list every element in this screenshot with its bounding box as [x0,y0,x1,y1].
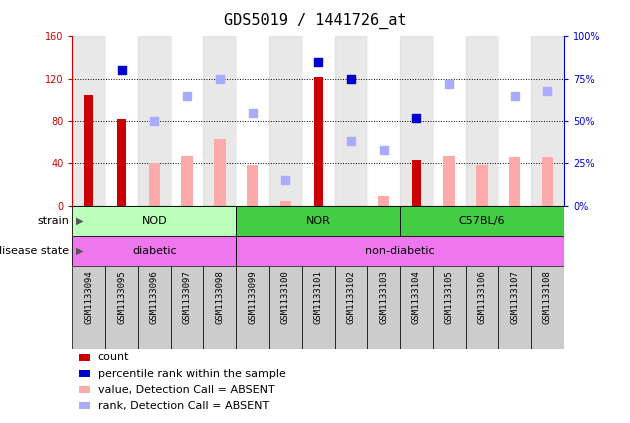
Bar [105,36,138,206]
Point [346,75,356,82]
Bar [433,266,466,349]
Text: non-diabetic: non-diabetic [365,246,435,256]
Text: GSM1133108: GSM1133108 [543,271,552,324]
Point [280,177,290,184]
Bar [367,36,400,206]
Point [149,118,159,124]
Text: count: count [98,352,129,363]
Bar [72,206,236,236]
Point [542,87,553,94]
Bar [117,119,126,206]
Bar [314,77,323,206]
Bar [302,266,335,349]
Text: GSM1133097: GSM1133097 [183,271,192,324]
Text: GSM1133100: GSM1133100 [281,271,290,324]
Bar [105,266,138,349]
Text: GDS5019 / 1441726_at: GDS5019 / 1441726_at [224,13,406,29]
Bar [498,266,531,349]
Text: diabetic: diabetic [132,246,176,256]
Text: GSM1133094: GSM1133094 [84,271,93,324]
Bar [138,36,171,206]
Bar [433,36,466,206]
Bar [72,236,236,266]
Bar [280,201,291,206]
Text: disease state: disease state [0,246,69,256]
Bar [531,36,564,206]
Bar [476,165,488,206]
Bar [203,266,236,349]
Bar [509,157,520,206]
Bar [367,266,400,349]
Bar [412,160,421,206]
Text: GSM1133104: GSM1133104 [412,271,421,324]
Point [248,109,258,116]
Bar [181,156,193,206]
Text: GSM1133096: GSM1133096 [150,271,159,324]
Bar [400,36,433,206]
Bar [531,266,564,349]
Point [444,80,454,87]
Point [379,146,389,153]
Point [117,67,127,74]
Point [510,92,520,99]
Bar [214,139,226,206]
Bar [171,266,203,349]
Bar [269,266,302,349]
Bar [302,36,335,206]
Text: rank, Detection Call = ABSENT: rank, Detection Call = ABSENT [98,401,269,411]
Bar [542,157,553,206]
Text: GSM1133105: GSM1133105 [445,271,454,324]
Bar [149,163,160,206]
Point [182,92,192,99]
Text: GSM1133106: GSM1133106 [478,271,486,324]
Bar [203,36,236,206]
Text: GSM1133107: GSM1133107 [510,271,519,324]
Bar [335,266,367,349]
Bar [498,36,531,206]
Point [346,138,356,145]
Text: GSM1133095: GSM1133095 [117,271,126,324]
Text: percentile rank within the sample: percentile rank within the sample [98,368,285,379]
Text: GSM1133098: GSM1133098 [215,271,224,324]
Text: GSM1133103: GSM1133103 [379,271,388,324]
Text: ▶: ▶ [76,246,83,256]
Bar [335,36,367,206]
Text: NOR: NOR [306,216,331,226]
Bar [138,266,171,349]
Bar [466,36,498,206]
Bar [236,36,269,206]
Bar [72,36,105,206]
Point [215,75,225,82]
Bar [247,165,258,206]
Bar [171,36,203,206]
Text: value, Detection Call = ABSENT: value, Detection Call = ABSENT [98,385,275,395]
Bar [378,196,389,206]
Bar [400,266,433,349]
Bar [466,266,498,349]
Text: GSM1133101: GSM1133101 [314,271,323,324]
Bar [444,156,455,206]
Text: NOD: NOD [142,216,167,226]
Bar [72,266,105,349]
Text: GSM1133102: GSM1133102 [346,271,355,324]
Text: C57BL/6: C57BL/6 [459,216,505,226]
Text: GSM1133099: GSM1133099 [248,271,257,324]
Bar [400,206,564,236]
Text: ▶: ▶ [76,216,83,226]
Bar [84,95,93,206]
Bar [269,36,302,206]
Bar [236,206,400,236]
Bar [236,236,564,266]
Point [411,114,421,121]
Text: strain: strain [37,216,69,226]
Bar [236,266,269,349]
Point [313,58,323,65]
